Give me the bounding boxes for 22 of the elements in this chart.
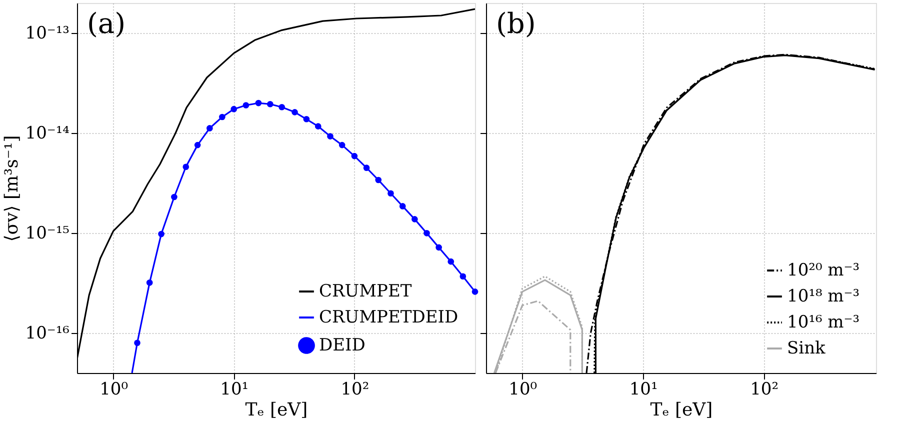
y-tick-label: 10⁻¹³ — [25, 24, 70, 44]
legend-label: 10¹⁸ m⁻³ — [787, 286, 860, 306]
y-tick-label: 10⁻¹⁶ — [25, 324, 70, 344]
x-tick-label: 10² — [750, 380, 779, 400]
chart-title: (b) — [496, 7, 536, 40]
legend-label: Sink — [787, 338, 826, 358]
legend-label: DEID — [319, 336, 366, 356]
y-tick-label: 10⁻¹⁴ — [25, 124, 70, 144]
legend-label: CRUMPET — [319, 282, 412, 302]
x-tick-label: 10² — [340, 380, 370, 400]
x-tick-label: 10¹ — [629, 380, 658, 400]
legend-label: 10²⁰ m⁻³ — [787, 260, 860, 280]
y-tick-label: 10⁻¹⁵ — [25, 224, 70, 244]
chart-title: (a) — [87, 7, 126, 40]
x-tick-label: 10⁰ — [100, 380, 128, 400]
x-tick-label: 10¹ — [220, 380, 249, 400]
x-axis-title: Tₑ [eV] — [650, 400, 713, 420]
x-tick-label: 10⁰ — [508, 380, 538, 400]
legend-label: 10¹⁶ m⁻³ — [787, 312, 860, 332]
x-axis-title: Tₑ [eV] — [245, 400, 308, 420]
y-axis-title: ⟨σv⟩ [m³s⁻¹] — [1, 135, 22, 242]
legend-label: CRUMPETDEID — [319, 308, 458, 328]
